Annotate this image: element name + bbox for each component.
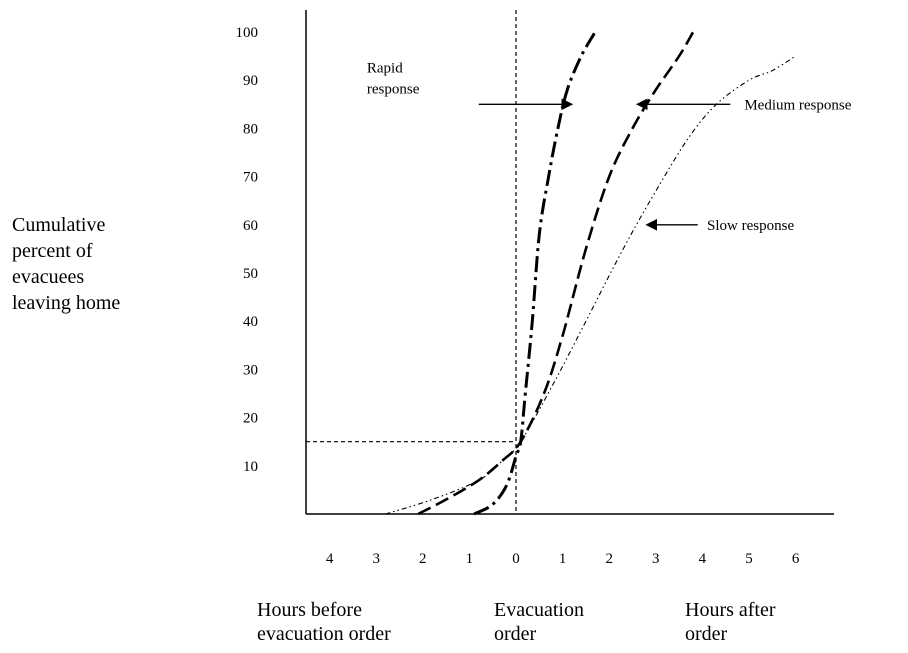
y-tick-label: 100: [236, 25, 259, 41]
y-tick-label: 30: [243, 362, 258, 378]
x-tick-label: 1: [559, 551, 567, 567]
series-medium-line: [417, 31, 695, 516]
x-tick-label: 5: [745, 551, 753, 567]
x-group-label-after: Hours after order: [685, 598, 776, 646]
x-tick-label: 3: [652, 551, 660, 567]
y-tick-label: 60: [243, 218, 258, 234]
x-tick-label: 3: [372, 551, 380, 567]
x-tick-label: 4: [699, 551, 707, 567]
x-tick-label: 2: [605, 551, 613, 567]
x-group-label-line: Hours after: [685, 599, 776, 621]
annotation-label: response: [367, 81, 420, 97]
y-tick-label: 80: [243, 121, 258, 137]
annotation-label: Slow response: [707, 218, 794, 234]
y-axis-label-line: leaving home: [12, 292, 121, 314]
y-axis-label-line: percent of: [12, 240, 93, 262]
y-tick-label: 50: [243, 266, 258, 282]
x-tick-label: 0: [512, 551, 520, 567]
annotation-label: Rapid: [367, 60, 403, 76]
x-group-label-before: Hours before evacuation order: [257, 598, 391, 646]
x-group-label-line: evacuation order: [257, 623, 391, 645]
y-tick-label: 70: [243, 170, 258, 186]
series-slow-line: [385, 55, 796, 515]
x-group-label-line: Hours before: [257, 599, 362, 621]
y-tick-label: 10: [243, 459, 258, 475]
y-axis-label: Cumulative percent of evacuees leaving h…: [12, 212, 120, 316]
annotation-label: Medium response: [744, 97, 851, 113]
x-tick-label: 6: [792, 551, 800, 567]
x-group-label-order: Evacuation order: [494, 598, 584, 646]
x-group-label-line: Evacuation: [494, 599, 584, 621]
y-axis-label-line: evacuees: [12, 266, 85, 288]
y-tick-label: 90: [243, 73, 258, 89]
x-group-label-line: order: [685, 623, 728, 645]
x-tick-label: 4: [326, 551, 334, 567]
x-group-label-line: order: [494, 623, 537, 645]
x-tick-label: 1: [466, 551, 474, 567]
y-axis-label-line: Cumulative: [12, 214, 106, 236]
x-tick-label: 2: [419, 551, 427, 567]
y-tick-label: 40: [243, 314, 258, 330]
series-rapid-line: [473, 31, 597, 516]
y-tick-label: 20: [243, 411, 258, 427]
